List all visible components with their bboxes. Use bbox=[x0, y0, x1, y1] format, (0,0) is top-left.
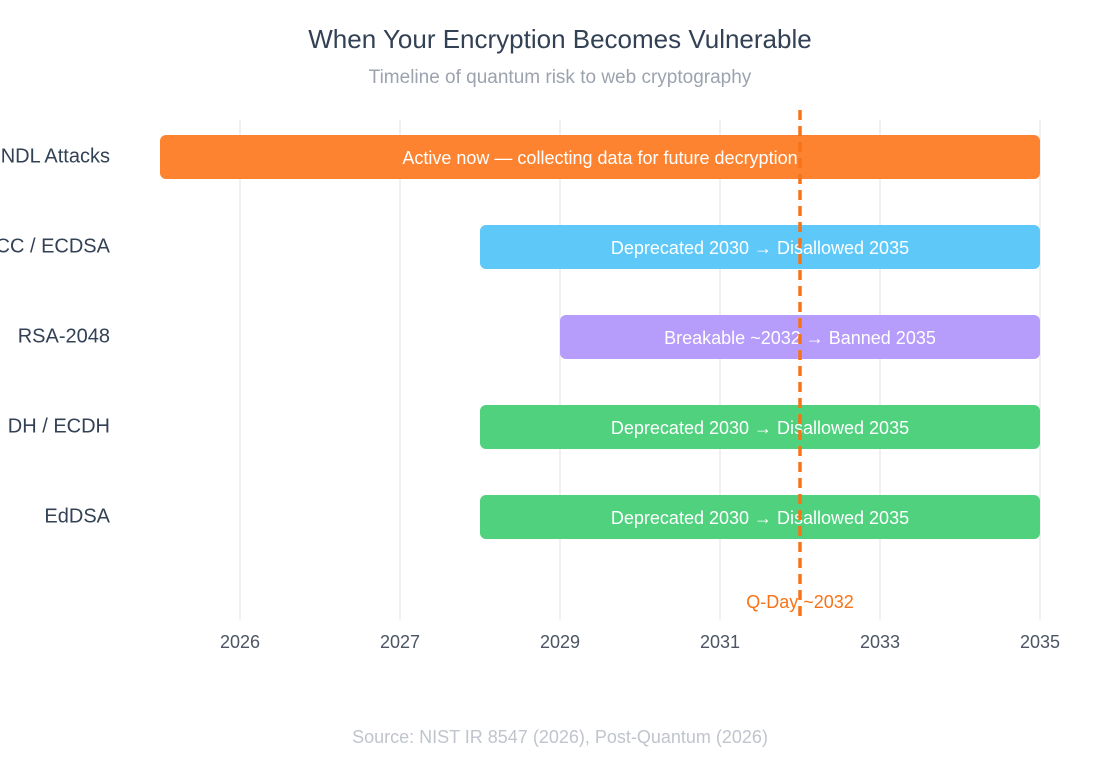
y-tick-label: EdDSA bbox=[44, 505, 110, 527]
bar bbox=[480, 495, 1040, 539]
bar bbox=[480, 405, 1040, 449]
bar-label: Deprecated 2030 → Disallowed 2035 bbox=[611, 238, 909, 258]
x-tick-label: 2033 bbox=[860, 632, 900, 652]
bar-label: Active now — collecting data for future … bbox=[402, 148, 797, 168]
y-tick-label: ECC / ECDSA bbox=[0, 235, 111, 257]
x-tick-label: 2027 bbox=[380, 632, 420, 652]
bar bbox=[480, 225, 1040, 269]
source-note: Source: NIST IR 8547 (2026), Post-Quantu… bbox=[352, 727, 768, 747]
y-tick-label: HNDL Attacks bbox=[0, 145, 110, 167]
marker-label: Q-Day ~2032 bbox=[746, 592, 854, 612]
y-tick-label: DH / ECDH bbox=[8, 415, 110, 437]
x-tick-label: 2035 bbox=[1020, 632, 1060, 652]
chart-subtitle: Timeline of quantum risk to web cryptogr… bbox=[369, 67, 752, 88]
bar-label: Deprecated 2030 → Disallowed 2035 bbox=[611, 508, 909, 528]
chart-title: When Your Encryption Becomes Vulnerable bbox=[308, 24, 811, 54]
bar bbox=[160, 135, 1040, 179]
bar-label: Deprecated 2030 → Disallowed 2035 bbox=[611, 418, 909, 438]
x-tick-label: 2031 bbox=[700, 632, 740, 652]
x-tick-label: 2026 bbox=[220, 632, 260, 652]
y-tick-label: RSA-2048 bbox=[18, 325, 110, 347]
x-tick-label: 2029 bbox=[540, 632, 580, 652]
